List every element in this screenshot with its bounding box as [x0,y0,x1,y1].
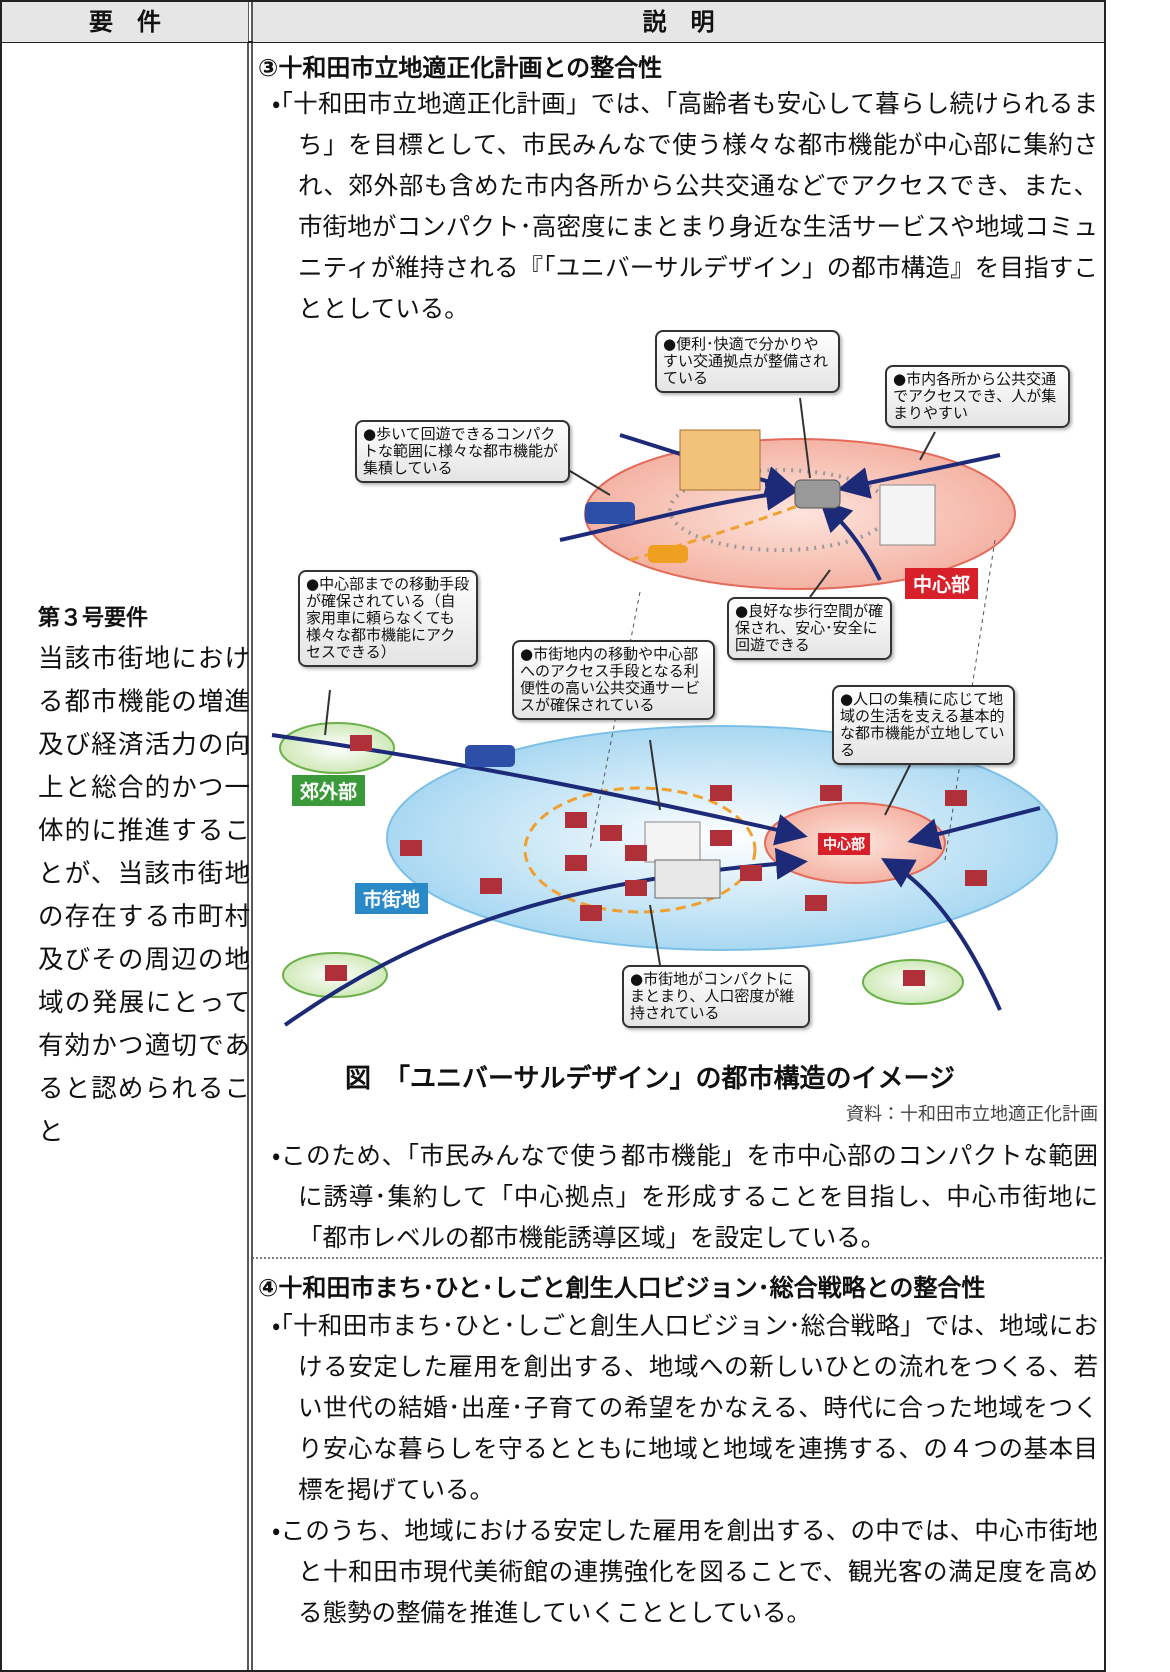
callout: ●市街地がコンパクトにまとまり、人口密度が維持されている [622,965,810,1028]
requirement-title: 第３号要件 [38,606,149,631]
section-heading: ④十和田市まち･ひと･しごと創生人口ビジョン･総合戦略との整合性 [258,1274,986,1302]
header-cell: 要 件 [2,2,248,42]
area-label: 中心部 [905,568,979,599]
area-label: 中心部 [818,833,870,855]
paragraph: ・「十和田市立地適正化計画」では、「高齢者も安心して暮らし続けられるまち」を目標… [272,89,1098,323]
callout: ●市街地内の移動や中心部へのアクセス手段となる利便性の高い公共交通サービスが確保… [512,640,715,720]
paragraph: ・このため、「市民みんなで使う都市機能」を市中心部のコンパクトな範囲に誘導･集約… [272,1141,1098,1252]
callout: ●中心部までの移動手段が確保されている（自家用車に頼らなくても様々な都市機能にア… [298,570,478,667]
callout: ●歩いて回遊できるコンパクトな範囲に様々な都市機能が集積している [355,420,570,483]
section-heading: ③十和田市立地適正化計画との整合性 [258,54,663,82]
callout: ●市内各所から公共交通でアクセスでき、人が集まりやすい [885,365,1070,428]
area-label: 市街地 [355,883,429,914]
area-label: 郊外部 [292,775,366,806]
paragraph: ・「十和田市まち･ひと･しごと創生人口ビジョン･総合戦略」では、地域における安定… [272,1311,1098,1504]
figure-source: 資料：十和田市立地適正化計画 [846,1104,1098,1125]
paragraph: ・このうち、地域における安定した雇用を創出する、の中では、中心市街地と十和田市現… [272,1516,1098,1627]
callout: ●便利･快適で分かりやすい交通拠点が整備されている [655,330,840,393]
callout: ●良好な歩行空間が確保され、安心･安全に回遊できる [727,597,892,660]
header-cell: 説 明 [253,2,1104,42]
requirement-text: 当該市街地における都市機能の増進及び経済活力の向上と総合的かつ一体的に推進するこ… [38,644,250,1147]
figure-caption: 図 「ユニバーサルデザイン」の都市構造のイメージ [345,1064,955,1094]
callout: ●人口の集積に応じて地域の生活を支える基本的な都市機能が立地している [832,685,1015,765]
